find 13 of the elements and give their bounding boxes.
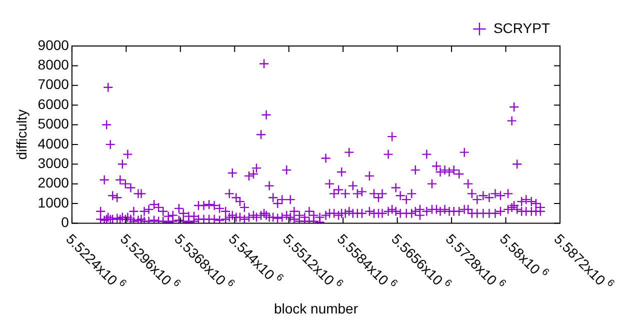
y-tick-label: 8000 [38, 56, 70, 73]
y-tick-label: 6000 [38, 96, 70, 112]
y-tick-label: 5000 [38, 116, 70, 132]
x-axis-title: block number [274, 300, 358, 316]
y-axis-title: difficulty [13, 109, 30, 160]
y-tick-label: 1000 [38, 194, 70, 210]
y-tick-label: 4000 [38, 135, 70, 152]
y-tick-label: 0 [61, 214, 70, 230]
y-tick-label: 3000 [38, 154, 70, 171]
y-tick-label: 9000 [38, 36, 70, 53]
y-tick-label: 2000 [38, 174, 70, 191]
legend-label: SCRYPT [493, 20, 550, 36]
y-tick-label: 7000 [38, 76, 70, 92]
